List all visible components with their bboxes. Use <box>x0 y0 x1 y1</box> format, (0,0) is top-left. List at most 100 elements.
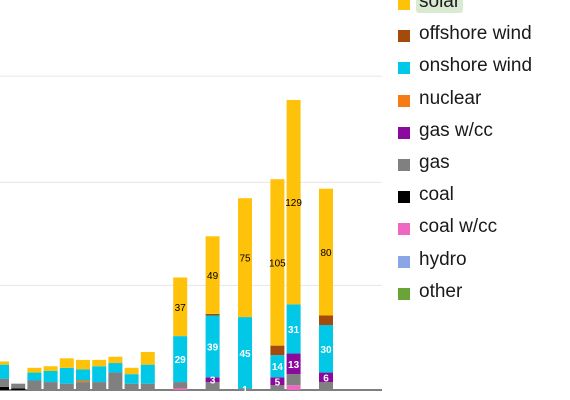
bar-segment-gas-c12 <box>173 382 188 389</box>
legend-item-onshore-wind[interactable]: onshore wind <box>398 52 568 84</box>
bar-segment-onshore-wind-c4 <box>43 370 58 383</box>
legend-label-other: other <box>419 280 463 302</box>
bar-segment-onshore-wind-c8 <box>108 363 123 373</box>
data-label: 75 <box>239 254 251 265</box>
bar-segment-offshore-wind-c14 <box>205 313 220 316</box>
bar-segment-gas-c10 <box>140 383 155 390</box>
data-label: 37 <box>175 303 187 314</box>
legend-swatch-other <box>398 287 410 300</box>
bar-segment-solar-c1 <box>0 361 9 365</box>
bar-segment-offshore-wind-c21 <box>319 315 333 326</box>
bar-segment-solar-c21 <box>319 188 333 316</box>
legend-swatch-gas-wcc <box>398 126 410 139</box>
legend-item-coal-wcc[interactable]: coal w/cc <box>398 213 568 245</box>
bar-segment-gas-c1 <box>0 378 9 387</box>
bar-segment-solar-c14 <box>205 236 220 314</box>
chart-legend: solar offshore wind onshore wind nuclear… <box>398 0 568 310</box>
bar-segment-gas-c21 <box>319 382 333 390</box>
bar-segment-solar-c19 <box>286 99 301 305</box>
legend-item-gas-wcc[interactable]: gas w/cc <box>398 117 568 149</box>
bar-segment-gas-w-cc-c18 <box>270 377 285 386</box>
bar-segment-gas-c18 <box>270 385 285 390</box>
legend-item-offshore-wind[interactable]: offshore wind <box>398 20 568 52</box>
bar-segment-onshore-wind-c16 <box>238 317 252 389</box>
legend-label-gas: gas <box>419 151 450 173</box>
data-label: 5 <box>275 377 281 388</box>
data-label: 14 <box>272 362 284 373</box>
bar-segment-nuclear-c6 <box>76 380 90 383</box>
bar-segment-solar-c10 <box>140 351 155 365</box>
bar-segment-solar-c7 <box>92 359 107 367</box>
bar-segment-gas-c3 <box>27 380 42 390</box>
bar-segment-gas-c16 <box>238 388 252 390</box>
bar-segment-gas-w-cc-c19 <box>286 353 301 375</box>
data-label: 80 <box>320 248 332 259</box>
bar-segment-solar-c5 <box>59 358 74 368</box>
legend-label-coal: coal <box>419 184 454 206</box>
bar-segment-solar-c6 <box>76 359 90 370</box>
bar-segment-onshore-wind-c21 <box>319 325 333 373</box>
legend-swatch-onshore-wind <box>398 62 410 75</box>
data-label: 30 <box>320 345 332 356</box>
legend-swatch-coal <box>398 191 410 204</box>
legend-item-coal[interactable]: coal <box>398 181 568 213</box>
legend-item-nuclear[interactable]: nuclear <box>398 85 568 117</box>
data-label: 45 <box>239 349 251 360</box>
bar-segment-gas-c7 <box>92 382 107 390</box>
legend-label-onshore-wind: onshore wind <box>419 55 533 77</box>
legend-swatch-coal-wcc <box>398 223 410 236</box>
bar-segment-onshore-wind-c6 <box>76 369 90 381</box>
bar-segment-gas-c4 <box>43 382 58 390</box>
data-label: 39 <box>207 342 219 353</box>
bar-segment-solar-c8 <box>108 356 123 364</box>
bar-segment-solar-c3 <box>27 367 42 373</box>
bar-segment-gas-c19 <box>286 374 301 386</box>
data-label: 49 <box>207 271 219 282</box>
bar-segment-onshore-wind-c12 <box>173 336 188 383</box>
bar-segment-offshore-wind-c18 <box>270 345 285 356</box>
legend-item-gas[interactable]: gas <box>398 149 568 181</box>
bar-segment-gas-c14 <box>205 382 220 390</box>
data-label: 13 <box>288 360 300 371</box>
legend-label-offshore-wind: offshore wind <box>419 23 532 45</box>
bar-segment-onshore-wind-c9 <box>124 374 139 384</box>
legend-swatch-nuclear <box>398 94 410 107</box>
data-label: 105 <box>269 258 286 269</box>
bar-segment-coal-c2 <box>11 388 26 390</box>
bar-segment-solar-c16 <box>238 198 252 318</box>
bar-segment-onshore-wind-c10 <box>140 364 155 384</box>
bar-segment-solar-c9 <box>124 367 139 375</box>
legend-item-solar[interactable]: solar <box>398 0 568 20</box>
data-label: 129 <box>285 198 302 209</box>
bar-segment-solar-c12 <box>173 277 188 337</box>
data-label: 3 <box>210 376 216 387</box>
legend-label-solar: solar <box>416 0 464 13</box>
legend-swatch-solar <box>398 0 410 10</box>
bar-segment-onshore-wind-c14 <box>205 315 220 378</box>
legend-swatch-offshore-wind <box>398 30 410 43</box>
legend-item-other[interactable]: other <box>398 278 568 310</box>
bar-segment-gas-w-cc-c21 <box>319 372 333 383</box>
legend-swatch-hydro <box>398 255 410 268</box>
data-label: 29 <box>175 355 187 366</box>
bar-segment-onshore-wind-c7 <box>92 366 107 383</box>
legend-label-hydro: hydro <box>419 248 467 270</box>
data-label: 6 <box>323 373 329 384</box>
bar-segment-solar-c4 <box>43 366 58 371</box>
bar-segment-gas-c9 <box>124 383 139 390</box>
bar-segment-coal-w-cc-c19 <box>286 385 301 390</box>
legend-label-coal-wcc: coal w/cc <box>419 216 498 238</box>
data-label: 1 <box>242 385 248 396</box>
bar-segment-onshore-wind-c19 <box>286 304 301 354</box>
legend-item-hydro[interactable]: hydro <box>398 246 568 278</box>
bar-segment-coal-c1 <box>0 386 9 390</box>
bar-segment-onshore-wind-c5 <box>59 367 74 384</box>
bar-segment-gas-c2 <box>11 383 26 389</box>
data-label: 31 <box>288 325 300 336</box>
legend-swatch-gas <box>398 158 410 171</box>
bar-segment-onshore-wind-c3 <box>27 372 42 381</box>
bar-segment-solar-c18 <box>270 179 285 346</box>
bar-segment-coal-w-cc-c12 <box>173 388 188 390</box>
bar-segment-onshore-wind-c1 <box>0 364 9 379</box>
